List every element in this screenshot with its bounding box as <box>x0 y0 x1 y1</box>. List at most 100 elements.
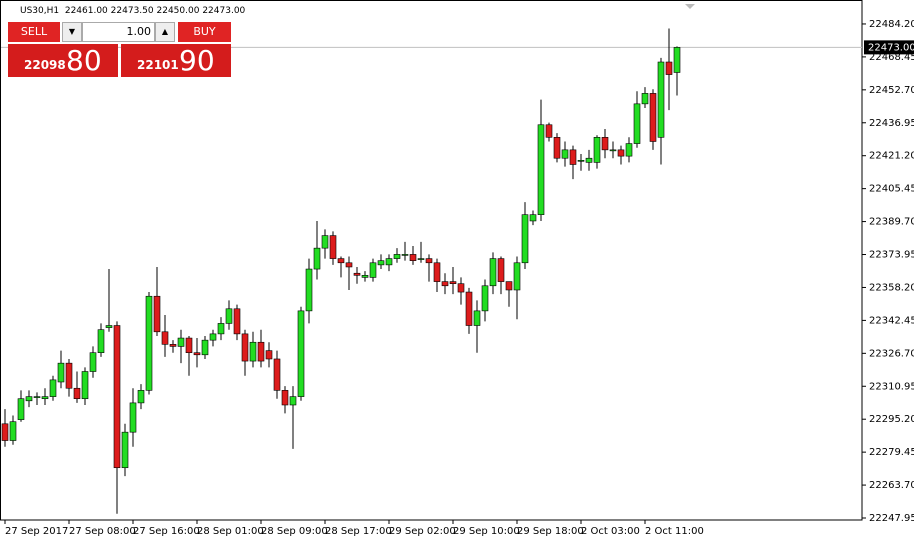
candle-body <box>121 431 129 469</box>
candle-body <box>393 254 401 259</box>
candle-body <box>281 390 289 406</box>
x-tick-label: 28 Sep 17:00 <box>325 526 392 537</box>
y-tick-label: 22326.70 <box>869 348 914 359</box>
candle-body <box>265 350 273 360</box>
y-tick-label: 22263.70 <box>869 480 914 491</box>
candle-body <box>97 329 105 354</box>
candle-body <box>577 160 585 162</box>
candle-body <box>193 352 201 356</box>
candle-body <box>289 396 297 406</box>
candle-body <box>641 93 649 105</box>
y-tick-label: 22342.45 <box>869 315 914 326</box>
candle-body <box>353 272 361 276</box>
buy-small: 90 <box>179 44 215 77</box>
candle-body <box>257 341 265 362</box>
candle-body <box>441 281 449 287</box>
candle-body <box>25 396 33 402</box>
y-tick-label: 22295.20 <box>869 414 914 425</box>
candle-body <box>561 149 569 159</box>
candle-body <box>185 337 193 354</box>
candle-body <box>73 387 81 400</box>
x-tick-label: 27 Sep 2017 <box>5 526 68 537</box>
sell-button[interactable]: SELL <box>8 22 60 42</box>
candle-body <box>273 358 281 391</box>
ohlc: 22473.00 <box>202 6 246 16</box>
candle-body <box>321 235 329 249</box>
candle-body <box>241 333 249 362</box>
x-tick-label: 29 Sep 10:00 <box>453 526 520 537</box>
candle-body <box>433 262 441 282</box>
y-tick-label: 22468.45 <box>869 52 914 63</box>
plot-frame <box>0 0 863 521</box>
y-tick-label: 22279.45 <box>869 447 914 458</box>
candle-body <box>513 262 521 291</box>
candle-body <box>33 396 41 398</box>
buy-price[interactable]: 22101 90 <box>121 44 231 77</box>
candle-body <box>417 258 425 260</box>
candle-body <box>161 331 169 345</box>
y-tick-label: 22405.45 <box>869 184 914 195</box>
sell-price[interactable]: 22098 80 <box>8 44 118 77</box>
candle-body <box>401 254 409 256</box>
candle-body <box>497 258 505 282</box>
candle-body <box>537 124 545 215</box>
candle-body <box>297 310 305 397</box>
candle-body <box>489 258 497 287</box>
ohlc: 22450.00 <box>156 6 200 16</box>
candle-body <box>249 341 257 362</box>
candle-body <box>617 149 625 157</box>
buy-big: 22101 <box>137 58 179 72</box>
y-tick-label: 22247.95 <box>869 513 914 524</box>
y-tick-label: 22436.95 <box>869 118 914 129</box>
candle-body <box>649 93 657 142</box>
candle-body <box>633 103 641 144</box>
last-price-box <box>864 40 914 55</box>
candle-body <box>665 61 673 75</box>
y-tick-label: 22484.20 <box>869 19 914 30</box>
candle-body <box>17 398 25 420</box>
candle-body <box>625 143 633 157</box>
candle-body <box>609 149 617 152</box>
lot-down[interactable]: ▼ <box>62 22 82 42</box>
x-tick-label: 2 Oct 03:00 <box>581 526 640 537</box>
sell-small: 80 <box>66 44 102 77</box>
candle-body <box>41 396 49 400</box>
y-tick-label: 22310.95 <box>869 381 914 392</box>
candle-body <box>201 339 209 356</box>
candle-body <box>89 352 97 372</box>
candle-body <box>457 283 465 293</box>
candle-body <box>225 308 233 324</box>
candle-body <box>601 137 609 151</box>
x-tick-label: 29 Sep 18:00 <box>517 526 584 537</box>
candle-body <box>9 421 17 441</box>
candle-body <box>313 247 321 270</box>
x-tick-label: 29 Sep 02:00 <box>389 526 456 537</box>
x-tick-label: 2 Oct 11:00 <box>645 526 704 537</box>
buy-button[interactable]: BUY <box>178 22 231 42</box>
candle-body <box>465 291 473 326</box>
lot-up[interactable]: ▲ <box>155 22 175 42</box>
last-price-label: 22473.00 <box>868 42 914 53</box>
candle-body <box>81 371 89 400</box>
candle-body <box>209 333 217 341</box>
lot-input[interactable]: 1.00 <box>82 22 155 42</box>
y-tick-label: 22389.70 <box>869 217 914 228</box>
candle-body <box>177 337 185 347</box>
candle-body <box>369 262 377 278</box>
candle-body <box>345 262 353 268</box>
candle-body <box>425 258 433 264</box>
x-tick-label: 28 Sep 01:00 <box>197 526 264 537</box>
y-tick-label: 22373.95 <box>869 250 914 261</box>
candle-body <box>169 344 177 347</box>
candle-body <box>657 61 665 138</box>
candle-body <box>505 281 513 291</box>
candle-body <box>545 124 553 138</box>
candle-body <box>129 402 137 433</box>
candle-body <box>65 362 73 389</box>
candle-body <box>153 295 161 333</box>
x-tick-label: 28 Sep 09:00 <box>261 526 328 537</box>
candle-body <box>217 323 225 335</box>
candle-body <box>305 268 313 312</box>
